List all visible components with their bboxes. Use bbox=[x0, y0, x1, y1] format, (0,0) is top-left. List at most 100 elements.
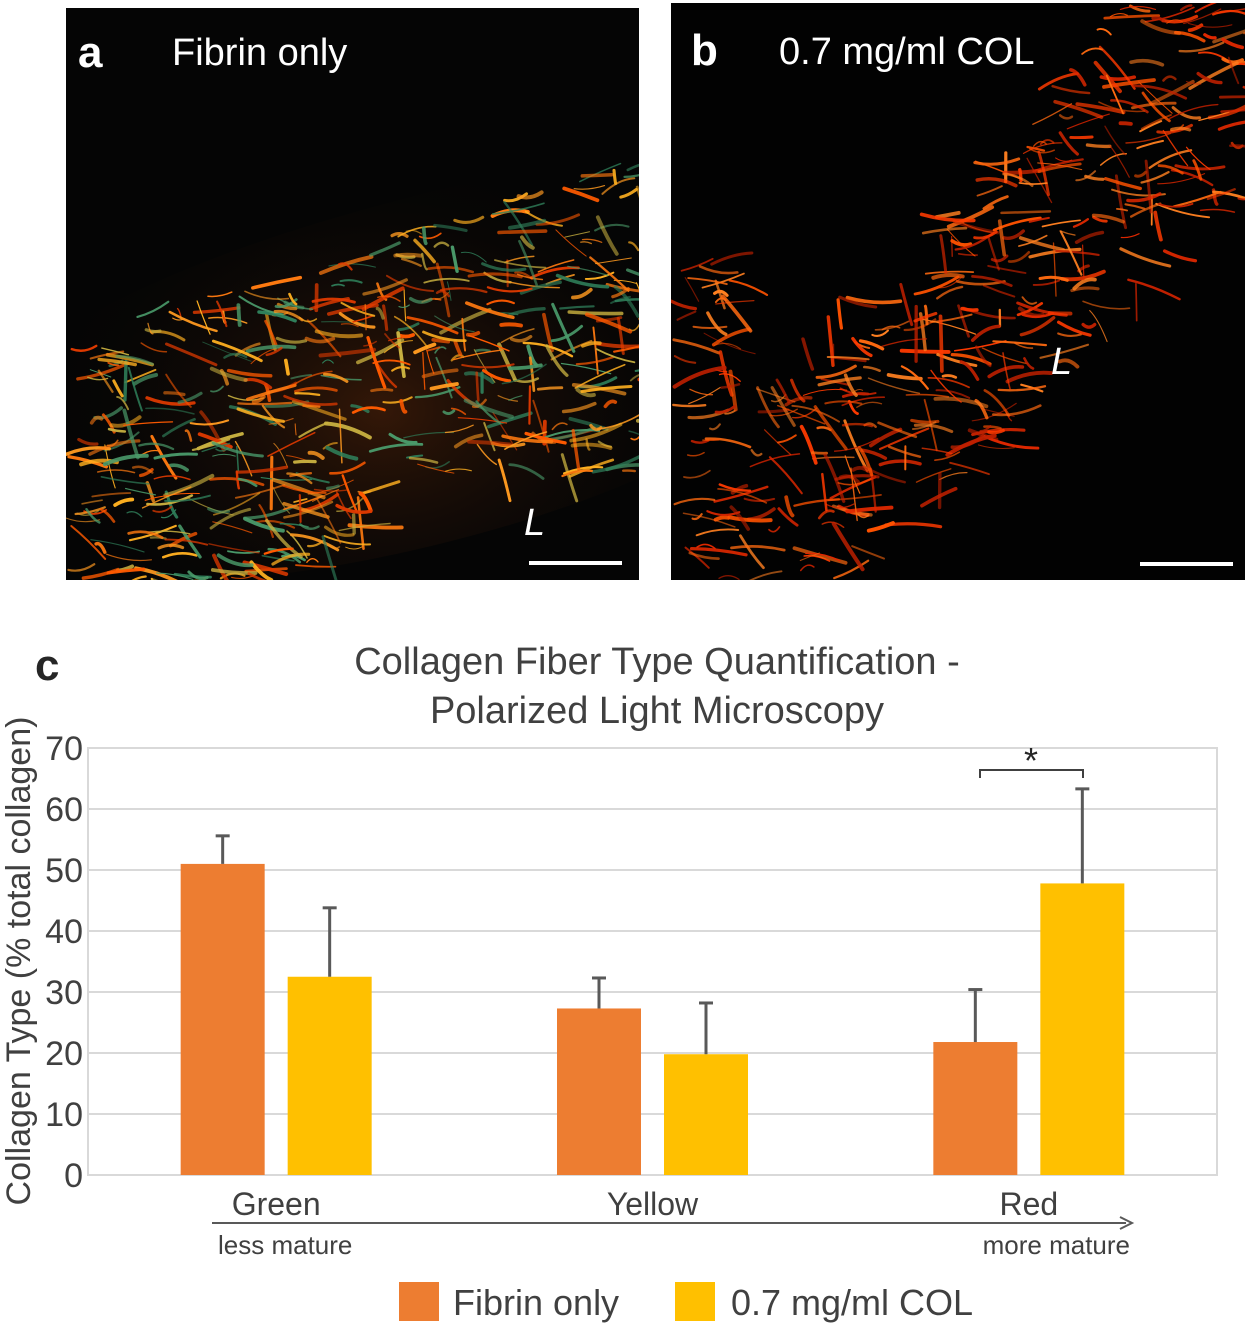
fiber bbox=[551, 422, 568, 431]
fiber bbox=[124, 368, 157, 384]
fiber bbox=[555, 273, 610, 289]
fiber bbox=[524, 431, 567, 445]
fiber bbox=[261, 554, 295, 562]
fiber bbox=[881, 338, 928, 348]
fiber bbox=[122, 408, 140, 460]
fiber bbox=[1082, 244, 1085, 281]
fiber bbox=[900, 365, 929, 390]
fiber bbox=[328, 263, 376, 268]
fiber bbox=[672, 338, 721, 355]
fiber bbox=[1148, 149, 1193, 169]
legend-label-fibrin-only: Fibrin only bbox=[453, 1282, 619, 1323]
fiber bbox=[463, 398, 514, 419]
fiber bbox=[235, 465, 289, 474]
bar-green-series-2 bbox=[287, 976, 372, 1175]
fiber bbox=[1057, 320, 1092, 337]
fiber bbox=[1174, 164, 1226, 171]
fiber bbox=[826, 503, 855, 509]
fiber bbox=[106, 567, 146, 575]
fiber bbox=[150, 434, 178, 480]
fiber bbox=[184, 429, 193, 442]
fiber bbox=[938, 314, 944, 373]
fiber bbox=[107, 427, 127, 433]
fiber bbox=[769, 408, 798, 417]
fiber bbox=[322, 359, 334, 364]
fiber bbox=[671, 299, 697, 311]
fiber bbox=[739, 534, 765, 570]
fiber bbox=[899, 283, 914, 327]
fiber bbox=[1032, 103, 1073, 125]
fiber bbox=[537, 259, 575, 273]
fiber bbox=[251, 275, 303, 290]
fiber bbox=[339, 279, 363, 284]
fiber bbox=[748, 570, 783, 580]
fiber bbox=[1221, 57, 1244, 65]
fiber bbox=[728, 279, 769, 296]
fiber bbox=[714, 405, 736, 414]
fiber bbox=[1005, 370, 1054, 384]
fiber bbox=[352, 315, 374, 323]
fiber bbox=[442, 409, 456, 415]
fiber bbox=[1141, 91, 1171, 123]
fiber bbox=[1085, 143, 1112, 149]
fiber bbox=[503, 201, 534, 247]
fiber bbox=[826, 315, 835, 367]
fiber bbox=[1238, 60, 1245, 64]
fiber bbox=[382, 304, 389, 331]
fiber bbox=[207, 507, 231, 514]
fiber bbox=[102, 453, 149, 467]
fiber bbox=[580, 384, 633, 394]
fiber bbox=[501, 363, 547, 385]
fiber bbox=[450, 245, 459, 273]
panel-b-letter: b bbox=[691, 26, 718, 75]
fiber bbox=[611, 287, 630, 299]
fiber bbox=[508, 395, 523, 401]
fiber bbox=[123, 359, 128, 402]
fiber bbox=[571, 287, 593, 300]
fiber bbox=[974, 345, 992, 368]
fiber bbox=[189, 419, 230, 426]
fiber bbox=[569, 422, 623, 443]
y-axis-label: Collagen Type (% total collagen) bbox=[0, 717, 38, 1206]
fiber bbox=[941, 374, 958, 379]
fiber bbox=[125, 487, 156, 496]
fiber bbox=[703, 332, 756, 355]
fiber bbox=[982, 284, 1016, 298]
fiber bbox=[94, 541, 107, 554]
fiber bbox=[568, 458, 615, 478]
fiber bbox=[921, 226, 968, 235]
fiber bbox=[1156, 123, 1193, 134]
fiber bbox=[486, 299, 515, 306]
fiber bbox=[858, 339, 885, 351]
fiber bbox=[257, 310, 297, 323]
fiber bbox=[1033, 140, 1047, 147]
fiber bbox=[283, 500, 334, 519]
fiber bbox=[244, 290, 290, 300]
fiber bbox=[291, 399, 347, 421]
fiber bbox=[269, 455, 274, 511]
fiber bbox=[400, 257, 422, 267]
fiber bbox=[167, 463, 189, 472]
fiber bbox=[508, 463, 545, 480]
fiber bbox=[581, 341, 602, 348]
fiber bbox=[622, 469, 636, 473]
fiber bbox=[1116, 208, 1128, 212]
fiber bbox=[1120, 233, 1140, 239]
fiber bbox=[426, 349, 435, 375]
fiber bbox=[614, 298, 639, 303]
fiber bbox=[192, 306, 241, 314]
fiber bbox=[634, 369, 639, 372]
fiber bbox=[545, 344, 569, 377]
fiber bbox=[1052, 242, 1057, 297]
fiber bbox=[153, 475, 191, 481]
fiber bbox=[1023, 357, 1035, 370]
fiber bbox=[491, 202, 545, 215]
fiber bbox=[821, 472, 828, 512]
fiber bbox=[983, 389, 1011, 417]
fiber bbox=[435, 289, 451, 298]
fiber bbox=[776, 404, 826, 425]
fiber bbox=[913, 311, 938, 323]
fiber bbox=[601, 177, 636, 195]
fiber bbox=[1103, 14, 1161, 20]
fiber bbox=[559, 305, 595, 310]
